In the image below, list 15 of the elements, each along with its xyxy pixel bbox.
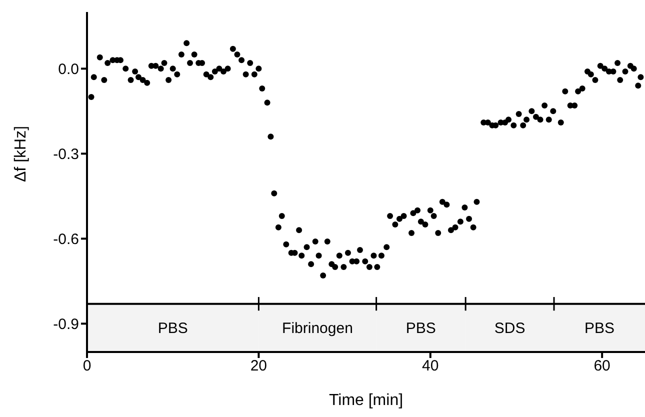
band-label: Fibrinogen <box>282 320 353 338</box>
y-tick-label: -0.3 <box>53 146 79 163</box>
x-tick-label: 0 <box>82 358 92 375</box>
x-axis-title: Time [min] <box>328 392 404 409</box>
y-tick-label: -0.9 <box>53 316 79 333</box>
x-tick-label: 40 <box>422 358 439 375</box>
y-axis-title: Δf [kHz] <box>12 126 30 182</box>
y-tick-label: -0.6 <box>53 230 79 248</box>
band-label: SDS <box>494 320 526 338</box>
x-tick-label: 60 <box>594 358 610 375</box>
x-tick-label: 20 <box>250 358 268 375</box>
band-label: PBS <box>584 320 615 338</box>
band-label: PBS <box>158 320 188 338</box>
y-tick-label: 0.0 <box>58 60 79 78</box>
band-label: PBS <box>406 320 436 338</box>
